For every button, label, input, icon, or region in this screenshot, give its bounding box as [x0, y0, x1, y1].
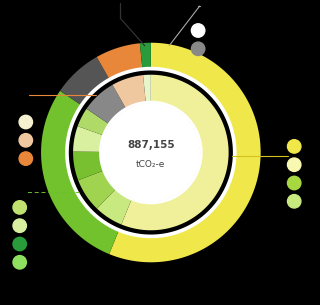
Circle shape: [191, 42, 205, 56]
Polygon shape: [99, 101, 203, 204]
Circle shape: [13, 201, 27, 214]
Polygon shape: [73, 152, 104, 180]
Text: tCO₂-e: tCO₂-e: [136, 160, 165, 169]
Polygon shape: [41, 91, 119, 254]
Circle shape: [287, 195, 301, 208]
Polygon shape: [121, 75, 228, 230]
Circle shape: [191, 24, 205, 37]
Polygon shape: [73, 126, 103, 152]
Circle shape: [287, 140, 301, 153]
Circle shape: [19, 152, 33, 165]
Polygon shape: [97, 189, 132, 224]
Circle shape: [13, 219, 27, 232]
Circle shape: [19, 134, 33, 147]
Circle shape: [13, 237, 27, 251]
Polygon shape: [113, 75, 146, 109]
Polygon shape: [60, 57, 109, 105]
Polygon shape: [97, 43, 142, 80]
Circle shape: [13, 256, 27, 269]
Polygon shape: [109, 43, 261, 262]
Polygon shape: [102, 103, 200, 202]
Polygon shape: [78, 109, 109, 135]
Polygon shape: [140, 43, 151, 69]
Polygon shape: [143, 75, 151, 102]
Circle shape: [287, 176, 301, 190]
Text: 887,155: 887,155: [127, 140, 175, 150]
Circle shape: [287, 158, 301, 171]
Polygon shape: [78, 170, 116, 209]
Polygon shape: [65, 67, 236, 238]
Polygon shape: [86, 85, 126, 124]
Circle shape: [19, 115, 33, 129]
